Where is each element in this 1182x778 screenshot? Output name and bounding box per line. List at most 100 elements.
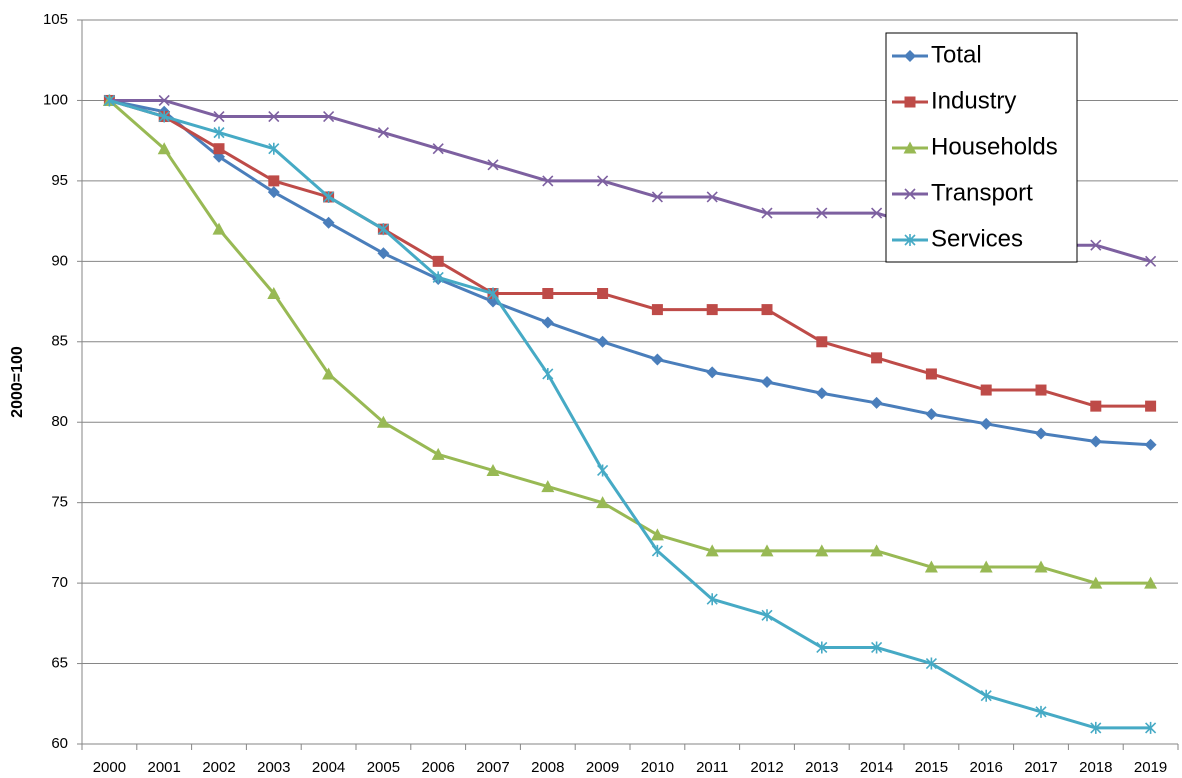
marker: [760, 544, 774, 557]
y-tick-label: 85: [51, 333, 68, 350]
marker: [1144, 576, 1158, 589]
marker: [322, 367, 336, 380]
marker: [925, 657, 937, 670]
marker: [1035, 705, 1047, 718]
marker: [597, 464, 609, 477]
marker: [596, 335, 609, 348]
x-tick-label: 2019: [1134, 759, 1167, 776]
marker: [542, 367, 554, 380]
x-tick-label: 2001: [148, 759, 181, 776]
marker: [870, 544, 884, 557]
marker: [870, 396, 883, 409]
marker: [816, 207, 828, 219]
marker: [903, 141, 917, 154]
marker: [432, 255, 444, 267]
marker: [904, 50, 916, 62]
marker: [158, 110, 170, 123]
marker: [925, 368, 937, 380]
marker: [542, 288, 554, 300]
marker: [706, 304, 718, 316]
x-tick-label: 2011: [696, 759, 728, 776]
marker: [268, 175, 280, 187]
legend-label: Services: [931, 225, 1023, 252]
marker: [323, 110, 335, 123]
marker: [541, 480, 555, 493]
marker: [924, 560, 938, 573]
marker: [212, 222, 226, 235]
x-tick-label: 2018: [1079, 759, 1112, 776]
x-tick-label: 2003: [257, 759, 290, 776]
x-tick-label: 2015: [915, 759, 948, 776]
legend-label: Industry: [931, 87, 1016, 114]
marker: [1090, 400, 1102, 412]
x-tick-label: 2014: [860, 759, 893, 776]
marker: [871, 641, 883, 654]
x-tick-label: 2009: [586, 759, 619, 776]
marker: [979, 560, 993, 573]
marker: [1145, 400, 1157, 412]
marker: [376, 415, 390, 428]
marker: [486, 463, 500, 476]
marker: [377, 247, 390, 260]
marker: [431, 447, 445, 460]
series-line: [108, 99, 1151, 730]
x-tick-label: 2002: [202, 759, 235, 776]
marker: [651, 191, 663, 203]
marker: [597, 175, 609, 187]
x-tick-label: 2017: [1024, 759, 1057, 776]
y-tick-label: 100: [43, 91, 68, 108]
marker: [980, 417, 993, 430]
marker: [815, 544, 829, 557]
legend-label: Households: [931, 133, 1058, 160]
marker: [596, 496, 610, 509]
y-tick-label: 65: [51, 655, 68, 672]
legend-label: Total: [931, 41, 982, 68]
y-tick-label: 60: [51, 735, 68, 752]
marker: [322, 216, 335, 229]
series-line: [108, 99, 1151, 585]
marker: [103, 94, 115, 107]
marker: [1035, 427, 1047, 440]
marker: [542, 175, 554, 187]
y-tick-label: 80: [51, 413, 68, 430]
marker: [904, 96, 916, 108]
marker: [816, 641, 828, 654]
marker: [706, 366, 719, 379]
marker: [268, 142, 280, 155]
marker: [761, 207, 773, 219]
marker: [1089, 435, 1102, 448]
marker: [761, 376, 773, 388]
x-tick-label: 2012: [750, 759, 783, 776]
y-tick-label: 105: [43, 11, 68, 28]
x-tick-label: 2008: [531, 759, 564, 776]
marker: [761, 609, 773, 622]
marker: [157, 142, 171, 155]
x-tick-label: 2010: [641, 759, 674, 776]
series-line: [108, 99, 1151, 408]
y-tick-label: 90: [51, 252, 68, 269]
x-tick-label: 2006: [422, 759, 455, 776]
marker: [158, 94, 170, 107]
marker: [377, 223, 389, 236]
marker: [651, 353, 664, 366]
x-tick-label: 2016: [970, 759, 1003, 776]
marker: [1090, 721, 1102, 734]
marker: [267, 186, 280, 199]
marker: [705, 544, 719, 557]
marker: [904, 188, 916, 200]
marker: [1090, 239, 1102, 251]
marker: [487, 159, 499, 171]
marker: [651, 544, 663, 557]
marker: [268, 110, 280, 123]
marker: [213, 143, 225, 155]
marker: [706, 191, 718, 203]
marker: [267, 287, 281, 300]
y-axis-label: 2000=100: [9, 346, 26, 418]
marker: [1035, 384, 1047, 396]
marker: [487, 287, 499, 300]
marker: [432, 143, 444, 155]
marker: [980, 384, 992, 396]
marker: [432, 271, 444, 284]
marker: [597, 288, 609, 300]
